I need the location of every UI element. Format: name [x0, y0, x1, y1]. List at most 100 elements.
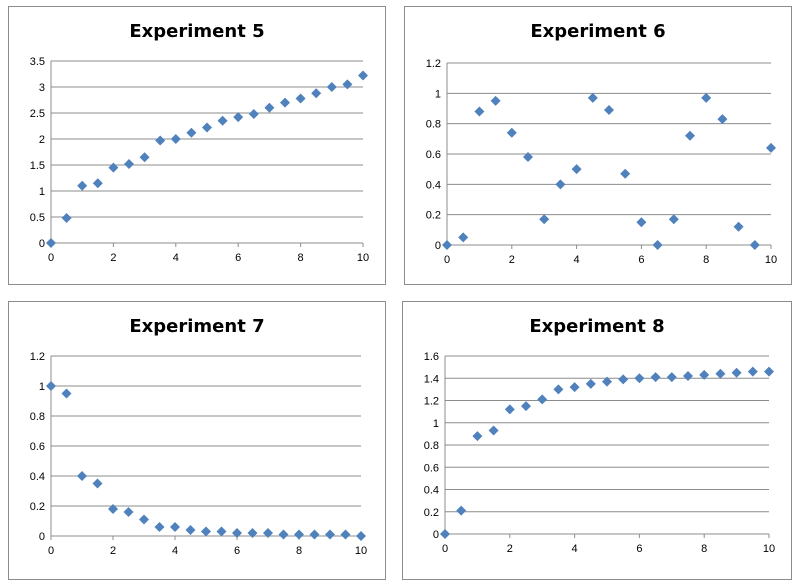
- data-point: [201, 526, 211, 537]
- chart-panel-experiment-6: Experiment 6 0 0.2 0.4 0.6 0.8 1 1.2 0 2 4 6 8 10: [404, 6, 792, 285]
- data-point: [521, 401, 531, 412]
- x-tick-label: 6: [234, 545, 240, 557]
- x-tick-label: 10: [355, 545, 367, 557]
- data-point: [170, 134, 181, 144]
- data-point: [571, 164, 582, 175]
- data-point: [263, 528, 273, 538]
- data-point: [506, 127, 517, 138]
- y-tick-label: 0.6: [426, 149, 441, 161]
- data-point: [456, 505, 467, 516]
- y-tick-label: 1.6: [424, 351, 439, 363]
- data-point: [539, 214, 550, 225]
- y-tick-label: 1.2: [424, 396, 439, 408]
- chart-title: Experiment 8: [529, 316, 664, 337]
- y-tick-label: 0.6: [30, 441, 45, 453]
- data-point: [233, 112, 244, 123]
- data-point: [523, 152, 533, 163]
- data-point: [442, 240, 452, 250]
- y-tick-label: 0.4: [426, 179, 441, 191]
- data-point: [326, 82, 337, 92]
- y-tick-label: 1.5: [30, 160, 45, 172]
- x-tick-label: 0: [442, 543, 448, 555]
- data-point: [749, 240, 760, 250]
- y-tick-label: 0.2: [424, 507, 439, 519]
- x-tick-label: 0: [48, 252, 54, 264]
- data-point: [553, 384, 564, 395]
- data-point: [170, 522, 180, 532]
- x-tick-label: 0: [48, 545, 54, 557]
- data-point: [342, 79, 353, 90]
- x-tick-label: 6: [235, 252, 241, 264]
- data-point: [587, 92, 598, 103]
- data-point: [217, 115, 228, 126]
- x-tick-label: 4: [172, 545, 178, 557]
- data-point: [602, 376, 612, 387]
- data-point: [634, 373, 645, 384]
- data-point: [668, 214, 679, 225]
- data-point: [77, 471, 87, 481]
- data-point: [309, 529, 320, 540]
- data-point: [185, 525, 196, 535]
- x-tick-label: 2: [110, 252, 116, 264]
- data-point: [504, 404, 515, 415]
- x-tick-label: 4: [574, 254, 580, 266]
- data-point: [717, 114, 728, 125]
- data-point: [440, 529, 450, 539]
- x-tick-label: 2: [509, 254, 515, 266]
- data-point: [699, 369, 710, 380]
- data-point: [472, 431, 483, 442]
- data-point: [666, 372, 677, 383]
- data-point: [569, 382, 580, 393]
- y-tick-label: 0.4: [30, 471, 45, 483]
- data-point: [154, 522, 165, 532]
- y-tick-label: 0: [39, 531, 45, 543]
- x-tick-label: 8: [296, 545, 302, 557]
- data-point: [650, 372, 661, 383]
- data-point: [139, 152, 150, 163]
- y-tick-label: 2: [39, 134, 45, 146]
- data-point: [92, 178, 103, 189]
- data-point: [186, 127, 197, 138]
- y-tick-label: 3.5: [30, 56, 45, 68]
- y-tick-label: 1: [433, 418, 439, 430]
- y-tick-label: 0: [433, 529, 439, 541]
- data-point: [585, 378, 596, 389]
- x-tick-label: 10: [765, 254, 777, 266]
- data-point: [537, 394, 548, 405]
- x-tick-label: 10: [763, 543, 775, 555]
- data-point: [264, 102, 275, 113]
- data-point: [108, 162, 119, 173]
- data-point: [46, 238, 56, 248]
- data-point: [490, 95, 501, 106]
- data-point: [46, 381, 56, 391]
- data-point: [155, 135, 166, 146]
- data-point: [294, 529, 304, 540]
- data-point: [685, 130, 695, 141]
- y-tick-label: 1.4: [424, 373, 439, 385]
- y-tick-label: 0.5: [30, 212, 45, 224]
- data-point: [311, 88, 322, 99]
- data-point: [216, 526, 227, 537]
- data-point: [356, 531, 366, 541]
- data-point: [232, 528, 242, 538]
- data-point: [701, 92, 712, 103]
- chart-panel-experiment-8: Experiment 8 0 0.2 0.4 0.6 0.8 1 1.2 1.4 1.6 0 2 4 6 8…: [402, 301, 792, 580]
- data-point: [108, 504, 118, 514]
- data-point: [280, 97, 290, 108]
- x-tick-label: 6: [636, 543, 642, 555]
- y-tick-label: 0.2: [30, 501, 45, 513]
- data-point: [458, 232, 469, 243]
- y-tick-label: 1.2: [30, 351, 45, 363]
- data-point: [731, 367, 742, 378]
- data-point: [488, 425, 499, 436]
- data-point: [124, 158, 134, 169]
- data-point: [248, 109, 259, 120]
- chart-title: Experiment 5: [129, 21, 264, 42]
- y-tick-label: 0.2: [426, 210, 441, 222]
- data-point: [636, 217, 647, 228]
- data-point: [733, 221, 744, 232]
- y-tick-label: 0.8: [30, 411, 45, 423]
- x-tick-label: 8: [703, 254, 709, 266]
- data-point: [766, 142, 776, 153]
- x-tick-label: 8: [298, 252, 304, 264]
